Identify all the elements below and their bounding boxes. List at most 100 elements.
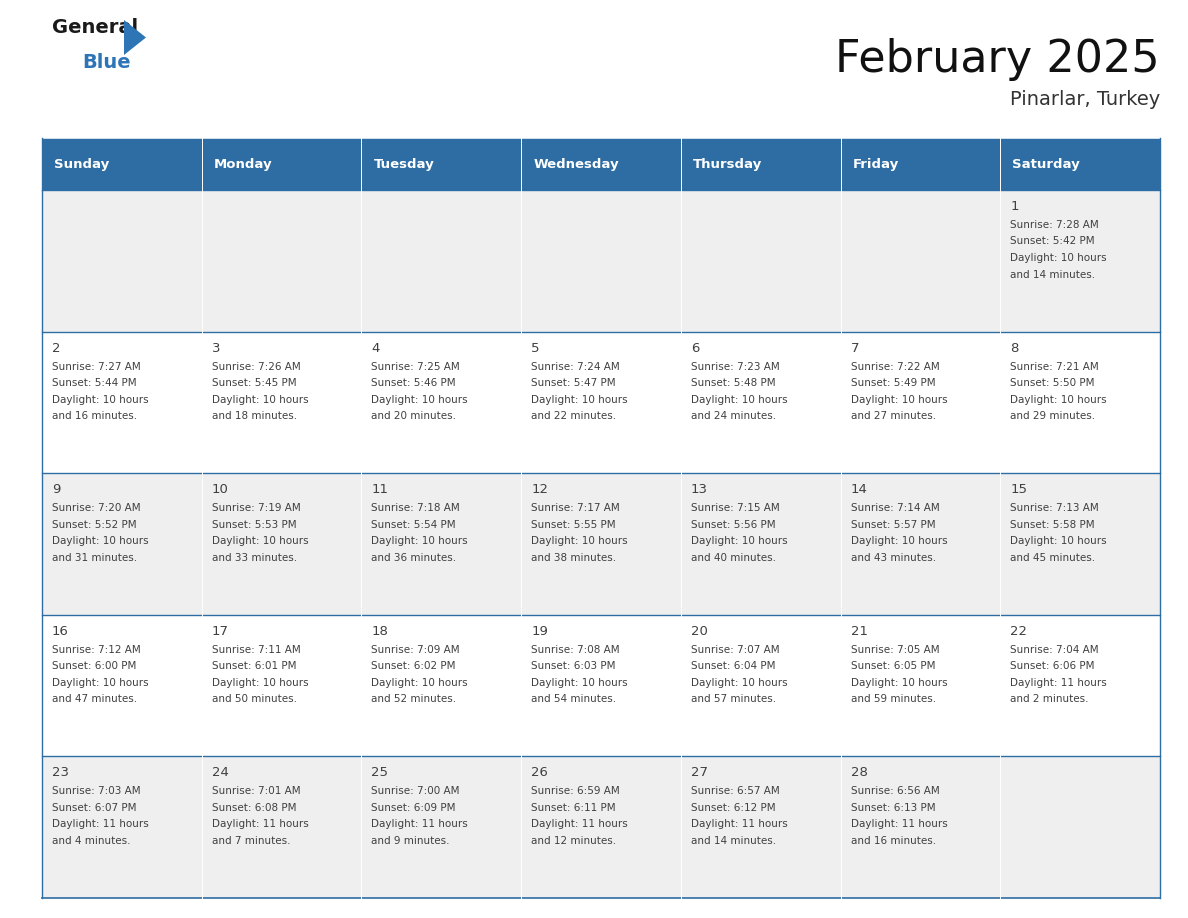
- Text: Daylight: 11 hours: Daylight: 11 hours: [851, 820, 947, 829]
- Text: Sunset: 6:04 PM: Sunset: 6:04 PM: [691, 661, 776, 671]
- Text: Sunrise: 7:01 AM: Sunrise: 7:01 AM: [211, 787, 301, 797]
- Text: 24: 24: [211, 767, 228, 779]
- Text: 13: 13: [691, 483, 708, 497]
- Text: Monday: Monday: [214, 158, 272, 171]
- Text: Sunset: 6:05 PM: Sunset: 6:05 PM: [851, 661, 935, 671]
- Text: Daylight: 10 hours: Daylight: 10 hours: [691, 677, 788, 688]
- Text: Sunrise: 6:57 AM: Sunrise: 6:57 AM: [691, 787, 779, 797]
- Text: General: General: [52, 18, 138, 37]
- Text: and 2 minutes.: and 2 minutes.: [1010, 694, 1088, 704]
- Text: 21: 21: [851, 625, 867, 638]
- Text: 3: 3: [211, 341, 220, 354]
- Text: Sunset: 5:55 PM: Sunset: 5:55 PM: [531, 520, 615, 530]
- FancyBboxPatch shape: [522, 138, 681, 190]
- Text: Sunrise: 6:59 AM: Sunrise: 6:59 AM: [531, 787, 620, 797]
- Text: 1: 1: [1010, 200, 1019, 213]
- Text: 23: 23: [52, 767, 69, 779]
- Text: Sunset: 6:11 PM: Sunset: 6:11 PM: [531, 803, 615, 813]
- Text: Daylight: 10 hours: Daylight: 10 hours: [372, 536, 468, 546]
- Text: Daylight: 10 hours: Daylight: 10 hours: [691, 536, 788, 546]
- Text: Sunset: 6:09 PM: Sunset: 6:09 PM: [372, 803, 456, 813]
- Text: and 43 minutes.: and 43 minutes.: [851, 553, 936, 563]
- Polygon shape: [124, 20, 146, 55]
- Text: and 7 minutes.: and 7 minutes.: [211, 836, 290, 845]
- Bar: [42, 473, 1159, 615]
- Text: and 33 minutes.: and 33 minutes.: [211, 553, 297, 563]
- Text: Daylight: 10 hours: Daylight: 10 hours: [531, 395, 627, 405]
- Text: Daylight: 11 hours: Daylight: 11 hours: [691, 820, 788, 829]
- Text: 15: 15: [1010, 483, 1028, 497]
- Text: Pinarlar, Turkey: Pinarlar, Turkey: [1010, 90, 1159, 109]
- Text: Daylight: 11 hours: Daylight: 11 hours: [52, 820, 148, 829]
- FancyBboxPatch shape: [681, 138, 841, 190]
- Text: Sunset: 5:44 PM: Sunset: 5:44 PM: [52, 378, 137, 388]
- Text: Sunrise: 7:18 AM: Sunrise: 7:18 AM: [372, 503, 460, 513]
- Text: Sunset: 5:45 PM: Sunset: 5:45 PM: [211, 378, 296, 388]
- Text: Sunrise: 6:56 AM: Sunrise: 6:56 AM: [851, 787, 940, 797]
- Text: Sunrise: 7:14 AM: Sunrise: 7:14 AM: [851, 503, 940, 513]
- Text: Daylight: 10 hours: Daylight: 10 hours: [1010, 253, 1107, 263]
- Text: 18: 18: [372, 625, 388, 638]
- Text: and 12 minutes.: and 12 minutes.: [531, 836, 617, 845]
- Text: Sunset: 5:49 PM: Sunset: 5:49 PM: [851, 378, 935, 388]
- Text: Sunrise: 7:28 AM: Sunrise: 7:28 AM: [1010, 220, 1099, 230]
- Text: 2: 2: [52, 341, 61, 354]
- Text: Daylight: 10 hours: Daylight: 10 hours: [211, 677, 309, 688]
- Text: and 18 minutes.: and 18 minutes.: [211, 411, 297, 421]
- Text: and 45 minutes.: and 45 minutes.: [1010, 553, 1095, 563]
- Text: Daylight: 10 hours: Daylight: 10 hours: [211, 536, 309, 546]
- Text: Sunset: 5:47 PM: Sunset: 5:47 PM: [531, 378, 615, 388]
- Text: Sunrise: 7:26 AM: Sunrise: 7:26 AM: [211, 362, 301, 372]
- Text: Saturday: Saturday: [1012, 158, 1080, 171]
- FancyBboxPatch shape: [202, 138, 361, 190]
- Text: Sunset: 5:53 PM: Sunset: 5:53 PM: [211, 520, 296, 530]
- Text: Sunrise: 7:03 AM: Sunrise: 7:03 AM: [52, 787, 140, 797]
- Text: Daylight: 10 hours: Daylight: 10 hours: [1010, 536, 1107, 546]
- Text: and 20 minutes.: and 20 minutes.: [372, 411, 456, 421]
- Text: Sunday: Sunday: [53, 158, 109, 171]
- Text: Sunset: 5:52 PM: Sunset: 5:52 PM: [52, 520, 137, 530]
- Text: 11: 11: [372, 483, 388, 497]
- Text: Daylight: 10 hours: Daylight: 10 hours: [531, 677, 627, 688]
- Text: 16: 16: [52, 625, 69, 638]
- FancyBboxPatch shape: [42, 138, 202, 190]
- Text: Sunrise: 7:19 AM: Sunrise: 7:19 AM: [211, 503, 301, 513]
- Bar: [42, 190, 1159, 331]
- Text: and 40 minutes.: and 40 minutes.: [691, 553, 776, 563]
- Text: Daylight: 10 hours: Daylight: 10 hours: [1010, 395, 1107, 405]
- Text: 27: 27: [691, 767, 708, 779]
- Text: Daylight: 11 hours: Daylight: 11 hours: [372, 820, 468, 829]
- Text: and 24 minutes.: and 24 minutes.: [691, 411, 776, 421]
- Text: Sunrise: 7:13 AM: Sunrise: 7:13 AM: [1010, 503, 1099, 513]
- Text: Friday: Friday: [853, 158, 899, 171]
- Text: Sunrise: 7:00 AM: Sunrise: 7:00 AM: [372, 787, 460, 797]
- Bar: [42, 756, 1159, 898]
- Text: 12: 12: [531, 483, 548, 497]
- Text: Sunset: 5:57 PM: Sunset: 5:57 PM: [851, 520, 935, 530]
- Text: Daylight: 10 hours: Daylight: 10 hours: [372, 395, 468, 405]
- Text: Sunrise: 7:11 AM: Sunrise: 7:11 AM: [211, 644, 301, 655]
- Text: and 14 minutes.: and 14 minutes.: [691, 836, 776, 845]
- Text: Sunset: 6:01 PM: Sunset: 6:01 PM: [211, 661, 296, 671]
- Text: and 14 minutes.: and 14 minutes.: [1010, 270, 1095, 279]
- Text: Sunrise: 7:09 AM: Sunrise: 7:09 AM: [372, 644, 460, 655]
- Text: Daylight: 10 hours: Daylight: 10 hours: [531, 536, 627, 546]
- Text: 28: 28: [851, 767, 867, 779]
- Text: 25: 25: [372, 767, 388, 779]
- Text: Sunrise: 7:23 AM: Sunrise: 7:23 AM: [691, 362, 779, 372]
- Text: 6: 6: [691, 341, 700, 354]
- Text: Daylight: 10 hours: Daylight: 10 hours: [52, 536, 148, 546]
- Text: Daylight: 10 hours: Daylight: 10 hours: [851, 536, 947, 546]
- Text: Sunset: 6:07 PM: Sunset: 6:07 PM: [52, 803, 137, 813]
- Text: Sunrise: 7:25 AM: Sunrise: 7:25 AM: [372, 362, 460, 372]
- Text: and 31 minutes.: and 31 minutes.: [52, 553, 137, 563]
- Text: Sunset: 6:03 PM: Sunset: 6:03 PM: [531, 661, 615, 671]
- Text: Daylight: 10 hours: Daylight: 10 hours: [372, 677, 468, 688]
- Text: 22: 22: [1010, 625, 1028, 638]
- Bar: [42, 331, 1159, 473]
- Text: Sunrise: 7:08 AM: Sunrise: 7:08 AM: [531, 644, 620, 655]
- Text: Sunset: 6:06 PM: Sunset: 6:06 PM: [1010, 661, 1095, 671]
- Text: Sunrise: 7:20 AM: Sunrise: 7:20 AM: [52, 503, 140, 513]
- Text: and 54 minutes.: and 54 minutes.: [531, 694, 617, 704]
- Text: and 50 minutes.: and 50 minutes.: [211, 694, 297, 704]
